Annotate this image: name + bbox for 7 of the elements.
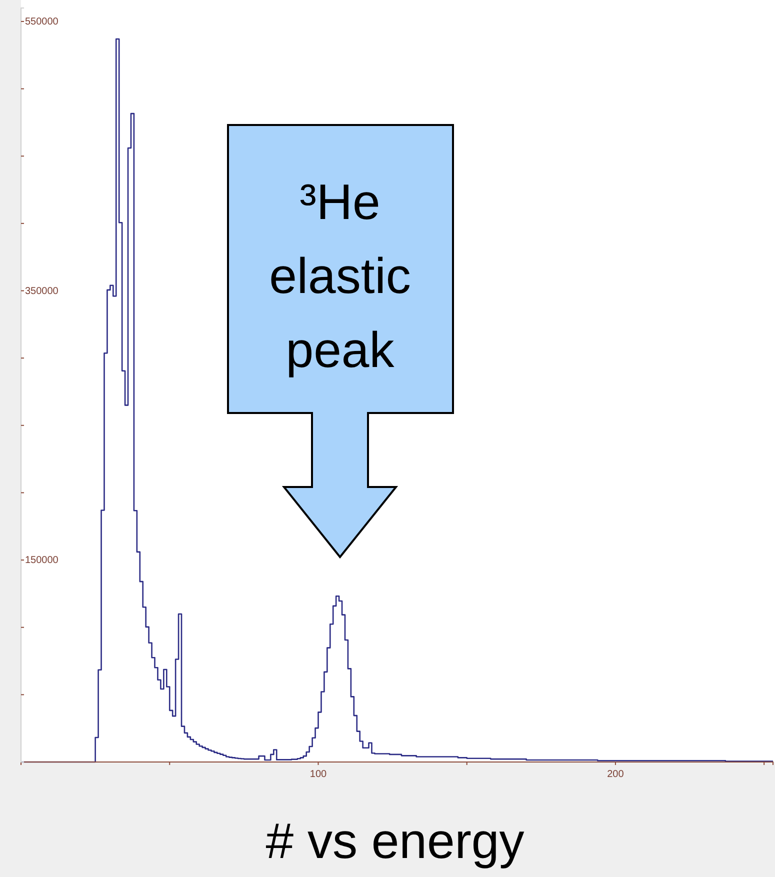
text: # vs energy (266, 813, 524, 869)
x-tick-label: 200 (607, 769, 624, 780)
y-tick-label: 350000 (25, 286, 59, 297)
annotation: ³He elastic peak (269, 174, 411, 378)
y-tick-label: 550000 (25, 16, 59, 28)
y-tick-label: 150000 (25, 555, 59, 566)
x-tick-label: 100 (310, 769, 328, 780)
